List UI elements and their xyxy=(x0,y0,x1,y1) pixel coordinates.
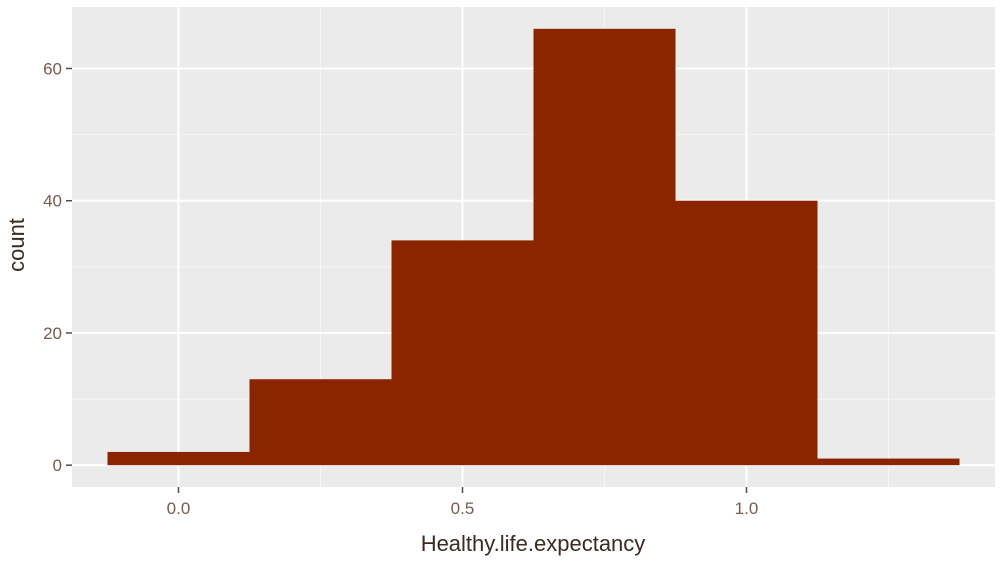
y-tick-label: 40 xyxy=(43,192,62,211)
histogram-bar xyxy=(391,240,534,466)
histogram-bar xyxy=(675,200,818,466)
x-tick-label: 1.0 xyxy=(735,499,759,518)
x-axis-ticks: 0.0 0.5 1.0 xyxy=(167,487,759,518)
histogram-bar xyxy=(533,28,676,466)
x-tick-label: 0.0 xyxy=(167,499,191,518)
y-tick-label: 20 xyxy=(43,324,62,343)
y-tick-label: 0 xyxy=(53,456,62,475)
histogram-bar xyxy=(249,379,392,466)
x-tick-label: 0.5 xyxy=(451,499,475,518)
y-axis-ticks: 0 20 40 60 xyxy=(43,59,72,475)
y-axis-title: count xyxy=(4,218,29,272)
x-axis-title: Healthy.life.expectancy xyxy=(421,531,646,556)
y-tick-label: 60 xyxy=(43,59,62,78)
histogram-bar xyxy=(817,458,960,466)
histogram-bars xyxy=(107,28,960,466)
histogram-bar xyxy=(107,451,250,466)
